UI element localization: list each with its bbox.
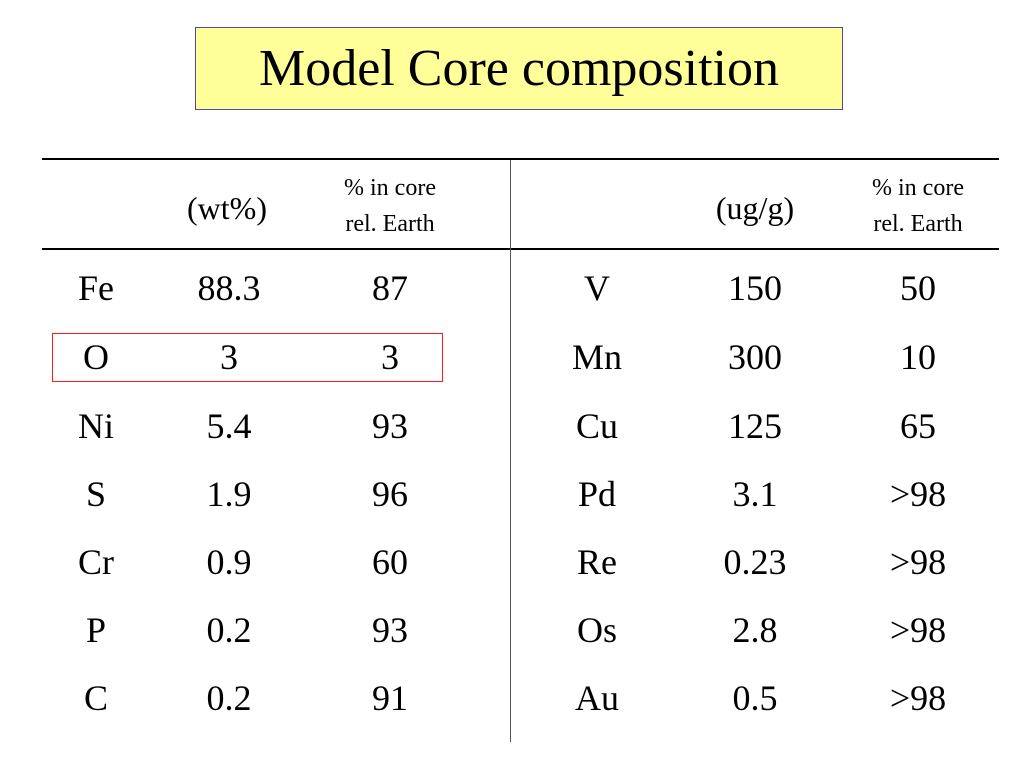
right-element-cell: Pd xyxy=(577,474,617,514)
right-ratio-cell: >98 xyxy=(889,542,947,582)
right-ratio-cell: >98 xyxy=(889,678,947,718)
right-value-cell: 125 xyxy=(728,406,782,446)
right-ratio-cell: >98 xyxy=(889,474,947,514)
right-element-cell: Au xyxy=(575,678,619,718)
left-element-cell: Fe xyxy=(78,268,114,308)
left-element-cell: P xyxy=(85,610,107,650)
left-value-cell: 1.9 xyxy=(206,474,252,514)
right-element-cell: Os xyxy=(576,610,618,650)
left-ratio-cell: 93 xyxy=(372,406,408,446)
left-ratio-header-line2: rel. Earth xyxy=(345,211,435,237)
title-box: Model Core composition xyxy=(195,27,843,110)
right-value-cell: 300 xyxy=(728,337,782,377)
left-ratio-header-line1: % in core xyxy=(344,175,436,201)
oxygen-row-highlight xyxy=(52,333,443,382)
table-column-divider xyxy=(510,160,511,742)
left-element-cell: O xyxy=(83,337,109,377)
left-value-cell: 3 xyxy=(220,337,238,377)
right-value-cell: 2.8 xyxy=(732,610,778,650)
left-ratio-cell: 93 xyxy=(372,610,408,650)
right-element-cell: Re xyxy=(577,542,617,582)
right-element-cell: Cu xyxy=(575,406,619,446)
right-ratio-cell: 65 xyxy=(900,406,936,446)
right-value-cell: 0.5 xyxy=(732,678,778,718)
right-ratio-header-line1: % in core xyxy=(872,175,964,201)
table-header-rule xyxy=(42,248,999,250)
right-value-cell: 150 xyxy=(728,268,782,308)
slide-title: Model Core composition xyxy=(259,39,779,97)
right-element-cell: V xyxy=(584,268,610,308)
left-element-cell: Ni xyxy=(78,406,114,446)
left-element-cell: Cr xyxy=(78,542,114,582)
left-value-cell: 5.4 xyxy=(206,406,252,446)
left-value-cell: 88.3 xyxy=(197,268,261,308)
right-ratio-header-line2: rel. Earth xyxy=(873,211,963,237)
right-ratio-cell: 50 xyxy=(900,268,936,308)
left-ratio-cell: 3 xyxy=(381,337,399,377)
right-ratio-cell: >98 xyxy=(889,610,947,650)
left-ratio-cell: 96 xyxy=(372,474,408,514)
left-value-cell: 0.2 xyxy=(206,610,252,650)
left-ratio-cell: 87 xyxy=(372,268,408,308)
left-unit-header: (wt%) xyxy=(187,190,267,226)
right-ratio-cell: 10 xyxy=(900,337,936,377)
left-value-cell: 0.2 xyxy=(206,678,252,718)
left-ratio-cell: 91 xyxy=(372,678,408,718)
left-element-cell: C xyxy=(83,678,109,718)
left-element-cell: S xyxy=(85,474,107,514)
left-value-cell: 0.9 xyxy=(206,542,252,582)
left-ratio-cell: 60 xyxy=(372,542,408,582)
right-value-cell: 3.1 xyxy=(732,474,778,514)
right-value-cell: 0.23 xyxy=(723,542,787,582)
table-top-rule xyxy=(42,158,999,160)
right-element-cell: Mn xyxy=(571,337,623,377)
right-unit-header: (ug/g) xyxy=(715,190,795,226)
